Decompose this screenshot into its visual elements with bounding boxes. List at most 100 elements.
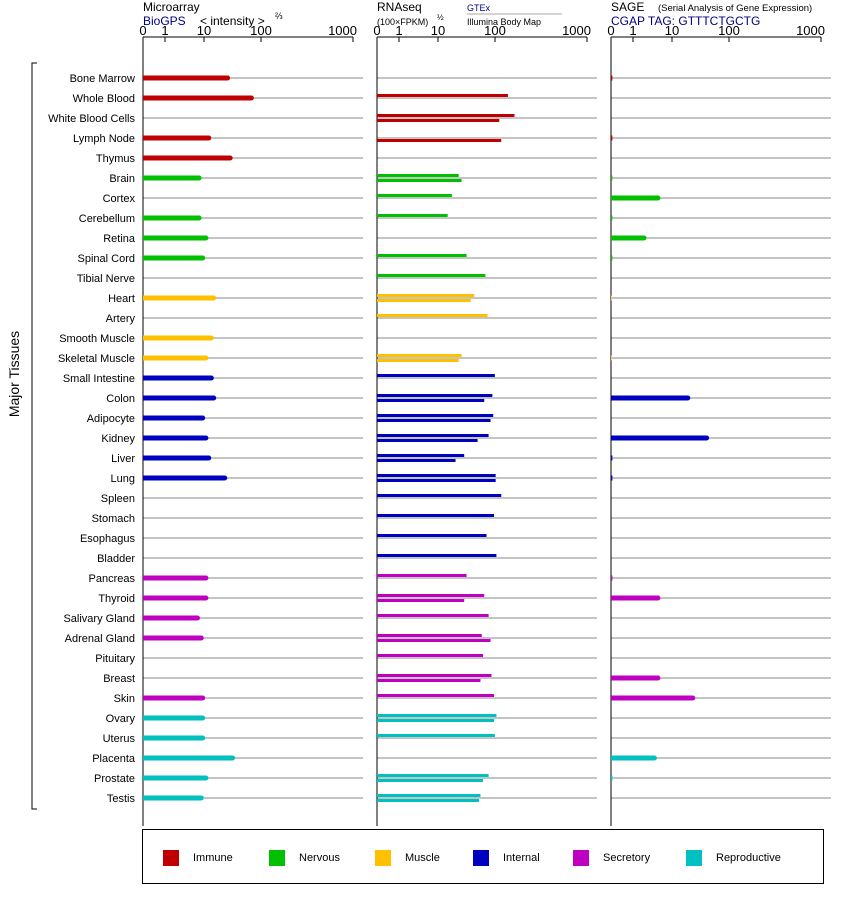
microarray-bar — [143, 695, 203, 701]
rnaseq-unit: (100×FPKM) — [377, 17, 428, 27]
microarray-bar-tip — [200, 255, 206, 261]
sage-bar — [611, 575, 613, 581]
microarray-bar-tip — [198, 635, 204, 641]
tissue-label: Colon — [106, 393, 135, 405]
tissue-label: Thyroid — [98, 593, 135, 605]
microarray-bar-tip — [230, 755, 236, 761]
row-lines — [143, 77, 831, 799]
rnaseq-gtex-bar — [377, 354, 462, 357]
legend-item-reproductive: Reproductive — [686, 850, 781, 866]
microarray-bar-tip — [208, 335, 214, 341]
rnaseq-ibm-bar — [377, 419, 491, 422]
sage-bar — [611, 135, 613, 141]
microarray-bar — [143, 595, 206, 601]
sage-bar-tip — [655, 595, 661, 601]
y-axis-bracket — [31, 62, 37, 810]
x-tick-label: 1 — [629, 23, 636, 38]
microarray-bar — [143, 795, 202, 801]
rnaseq-source-ibm: Illumina Body Map — [467, 17, 541, 27]
tissue-label: Stomach — [92, 513, 135, 525]
x-tick-label: 10 — [665, 23, 679, 38]
tissue-label: Breast — [103, 673, 135, 685]
rnaseq-gtex-bar — [377, 294, 475, 297]
rnaseq-gtex-bar — [377, 594, 485, 597]
microarray-bar — [143, 135, 209, 141]
x-tick-label: 0 — [373, 23, 380, 38]
microarray-bar-tip — [196, 175, 202, 181]
sage-bar-tip — [641, 235, 647, 241]
x-tick-label: 1000 — [562, 23, 591, 38]
rnaseq-gtex-bar — [377, 474, 496, 477]
microarray-bar — [143, 415, 203, 421]
legend-swatch — [686, 850, 702, 866]
rnaseq-gtex-bar — [377, 514, 495, 517]
rnaseq-ibm-bar — [377, 359, 459, 362]
tissue-label: Lung — [111, 473, 135, 485]
microarray-bar — [143, 215, 200, 221]
x-tick-label: 10 — [431, 23, 445, 38]
rnaseq-gtex-bar — [377, 714, 497, 717]
rnaseq-gtex-bar — [377, 454, 465, 457]
rnaseq-gtex-bar — [377, 614, 489, 617]
sage-bar — [611, 695, 693, 701]
microarray-title: Microarray — [143, 0, 200, 14]
rnaseq-title: RNAseq — [377, 0, 422, 14]
microarray-bar — [143, 735, 203, 741]
microarray-bar — [143, 375, 212, 381]
legend-label: Internal — [503, 852, 540, 864]
legend-label: Secretory — [603, 852, 651, 864]
rnaseq-gtex-bar — [377, 774, 489, 777]
rnaseq-gtex-bar — [377, 94, 508, 97]
rnaseq-gtex-bar — [377, 734, 495, 737]
microarray-bar — [143, 755, 233, 761]
y-axis-title: Major Tissues — [6, 331, 22, 417]
microarray-bar-tip — [203, 355, 209, 361]
rnaseq-gtex-bar — [377, 194, 452, 197]
sage-bar — [611, 295, 612, 301]
legend-label: Nervous — [299, 852, 340, 864]
microarray-unit: < intensity > — [200, 14, 265, 28]
legend-label: Reproductive — [716, 852, 781, 864]
rnaseq-ibm-bar — [377, 679, 481, 682]
x-tick-label: 0 — [607, 23, 614, 38]
sage-bar — [611, 595, 658, 601]
microarray-bar — [143, 635, 202, 641]
x-tick-label: 1000 — [328, 23, 357, 38]
sage-bar-tip — [651, 755, 657, 761]
legend-swatch — [473, 850, 489, 866]
tissue-label: Heart — [108, 293, 135, 305]
legend-item-internal: Internal — [473, 850, 540, 866]
x-tick-label: 1 — [161, 23, 168, 38]
legend-item-immune: Immune — [163, 850, 233, 866]
tissue-label: Placenta — [92, 753, 136, 765]
microarray-bar — [143, 235, 206, 241]
microarray-bar-tip — [227, 155, 233, 161]
microarray-bar — [143, 615, 198, 621]
microarray-bar — [143, 455, 209, 461]
tissue-label: Small Intestine — [63, 373, 135, 385]
sage-bar-tip — [690, 695, 696, 701]
rnaseq-gtex-bar — [377, 414, 494, 417]
microarray-bar-tip — [203, 595, 209, 601]
sage-bar — [611, 435, 707, 441]
microarray-bar-tip — [203, 775, 209, 781]
rnaseq-gtex-bar — [377, 114, 515, 117]
rnaseq-ibm-bar — [377, 299, 471, 302]
bars — [143, 75, 710, 802]
rnaseq-gtex-bar — [377, 574, 467, 577]
rnaseq-gtex-bar — [377, 214, 448, 217]
rnaseq-ibm-bar — [377, 459, 456, 462]
tissue-label: Salivary Gland — [63, 613, 135, 625]
tissue-label: White Blood Cells — [48, 113, 135, 125]
sage-bar — [611, 355, 612, 361]
x-tick-label: 1 — [395, 23, 402, 38]
legend: Immune Nervous Muscle Internal Secretory Repr… — [142, 829, 824, 884]
legend-swatch — [269, 850, 285, 866]
sage-bar — [611, 75, 613, 81]
microarray-bar-tip — [248, 95, 254, 101]
rnaseq-gtex-bar — [377, 534, 487, 537]
rnaseq-ibm-bar — [377, 179, 462, 182]
microarray-bar-tip — [211, 395, 217, 401]
tissue-label: Spinal Cord — [78, 253, 135, 265]
